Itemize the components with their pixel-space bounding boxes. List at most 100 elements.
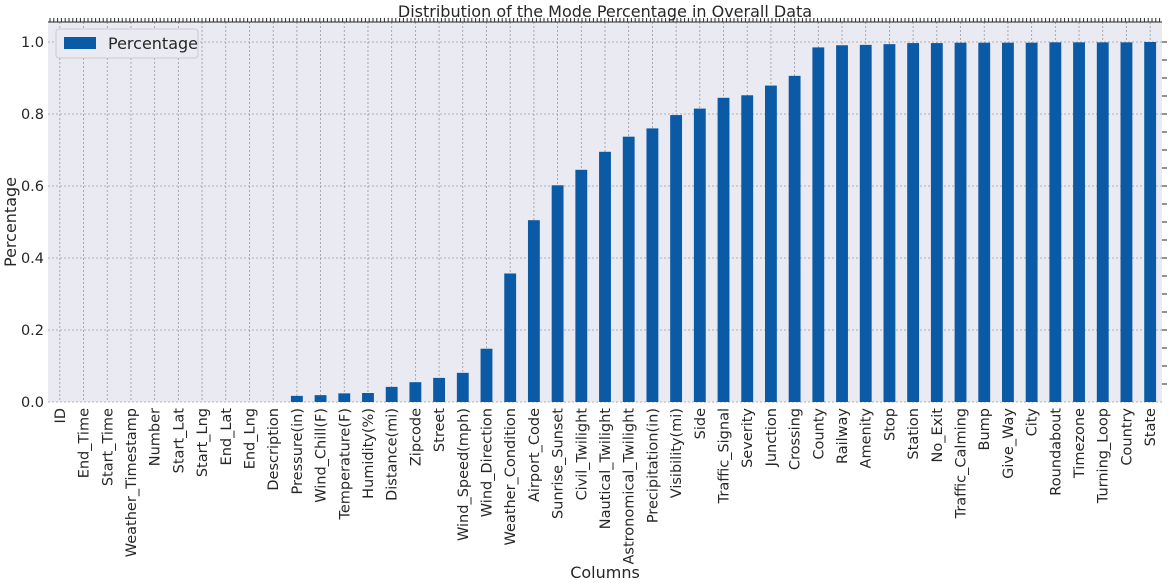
x-tick-label: Nautical_Twilight (598, 408, 614, 530)
bar (314, 395, 327, 402)
legend: Percentage (55, 28, 199, 59)
bar (409, 382, 422, 402)
x-tick-label: Severity (740, 408, 756, 468)
top-minor-ticks (48, 18, 1162, 23)
bar (670, 115, 683, 402)
x-tick-label: Traffic_Calming (954, 408, 970, 519)
x-tick-label: Distance(mi) (385, 408, 401, 501)
bar (575, 169, 588, 402)
x-tick-label: Timezone (1072, 408, 1088, 479)
bar (883, 44, 896, 402)
legend-box (55, 28, 199, 59)
bar (599, 151, 611, 402)
bar (480, 348, 493, 402)
x-tick-label: No_Exit (930, 408, 946, 463)
bar (717, 97, 730, 403)
x-tick-label: Humidity(%) (361, 408, 377, 499)
x-tick-label: Wind_Chill(F) (314, 408, 330, 503)
x-tick-label: Stop (882, 408, 898, 441)
bar (385, 386, 398, 402)
x-tick-label: Airport_Code (527, 408, 543, 502)
x-axis-label: Columns (570, 563, 640, 582)
y-tick-label: 0.6 (21, 179, 44, 195)
x-tick-label: Start_Lat (171, 408, 187, 474)
y-tick-label: 0.4 (21, 251, 44, 267)
bar (907, 43, 920, 403)
bar (954, 42, 967, 402)
bar (1002, 42, 1014, 402)
y-tick-label: 0.8 (21, 107, 44, 123)
bar (1120, 42, 1133, 403)
legend-swatch (64, 37, 96, 49)
x-tick-label: Country (1119, 408, 1135, 466)
y-tick-label: 0.2 (21, 323, 44, 339)
x-tick-label: Junction (764, 408, 780, 467)
bar (1073, 42, 1085, 403)
bar (433, 377, 446, 402)
x-tick-label: End_Lng (242, 408, 258, 469)
bar (978, 42, 991, 402)
bar (504, 273, 517, 402)
x-tick-label: Weather_Timestamp (124, 408, 140, 557)
y-axis-label: Percentage (1, 177, 20, 267)
y-tick-labels: 0.0 0.2 0.4 0.6 0.8 1.0 (21, 35, 44, 411)
x-tick-label: County (811, 408, 827, 460)
x-tick-label: Street (432, 408, 448, 452)
bar (741, 95, 754, 402)
bar (930, 43, 943, 403)
legend-label: Percentage (108, 34, 198, 53)
bars-group (290, 42, 1157, 403)
x-tick-label: Bump (977, 408, 993, 450)
x-tick-label: Start_Lng (195, 408, 211, 477)
x-tick-label: Visibility(mi) (669, 408, 685, 498)
x-tick-label: Sunrise_Sunset (551, 408, 567, 519)
bar (551, 185, 564, 402)
bar (1049, 42, 1062, 403)
x-tick-label: Civil_Twilight (574, 408, 590, 501)
x-tick-labels: ID End_Time Start_Time Weather_Timestamp Num… (53, 408, 1159, 565)
x-tick-label: Amenity (859, 408, 875, 469)
bar (527, 220, 540, 402)
x-tick-label: Temperature(F) (337, 408, 353, 521)
x-tick-label: End_Time (77, 408, 93, 478)
y-tick-label: 0.0 (21, 395, 44, 411)
x-tick-label: State (1143, 408, 1159, 446)
bar (622, 136, 635, 402)
x-tick-label: Crossing (788, 408, 804, 470)
y-tick-label: 1.0 (21, 35, 44, 51)
bar (1144, 42, 1157, 402)
bar (836, 45, 848, 403)
x-tick-label: ID (53, 408, 69, 423)
x-tick-label: Railway (835, 408, 851, 464)
bar (1096, 42, 1109, 403)
x-tick-label: Zipcode (408, 408, 424, 466)
right-minor-ticks (1162, 41, 1167, 385)
x-tick-label: Traffic_Signal (717, 408, 733, 504)
x-tick-label: Astronomical_Twilight (622, 408, 638, 565)
bar (859, 44, 872, 402)
bar (788, 75, 801, 402)
bar (290, 395, 303, 402)
x-tick-label: Wind_Speed(mph) (456, 408, 472, 541)
bar (456, 372, 469, 402)
bar (362, 393, 374, 402)
bar (693, 108, 706, 402)
bar (764, 85, 777, 402)
chart-title: Distribution of the Mode Percentage in O… (398, 2, 812, 21)
x-tick-label: Roundabout (1048, 408, 1064, 496)
x-tick-label: Pressure(in) (290, 408, 306, 494)
x-tick-label: Side (693, 408, 709, 439)
x-tick-label: Give_Way (1001, 408, 1017, 479)
x-tick-label: Turning_Loop (1096, 408, 1112, 504)
x-tick-label: Number (148, 408, 164, 466)
x-tick-label: End_Lat (219, 408, 235, 466)
bar (1025, 42, 1038, 402)
x-tick-label: Start_Time (100, 408, 116, 486)
bar (338, 393, 351, 402)
x-tick-label: Description (266, 408, 282, 491)
bar (812, 47, 825, 403)
x-tick-label: Wind_Direction (479, 408, 495, 517)
x-tick-label: City (1025, 408, 1041, 437)
x-tick-label: Weather_Condition (503, 408, 519, 546)
